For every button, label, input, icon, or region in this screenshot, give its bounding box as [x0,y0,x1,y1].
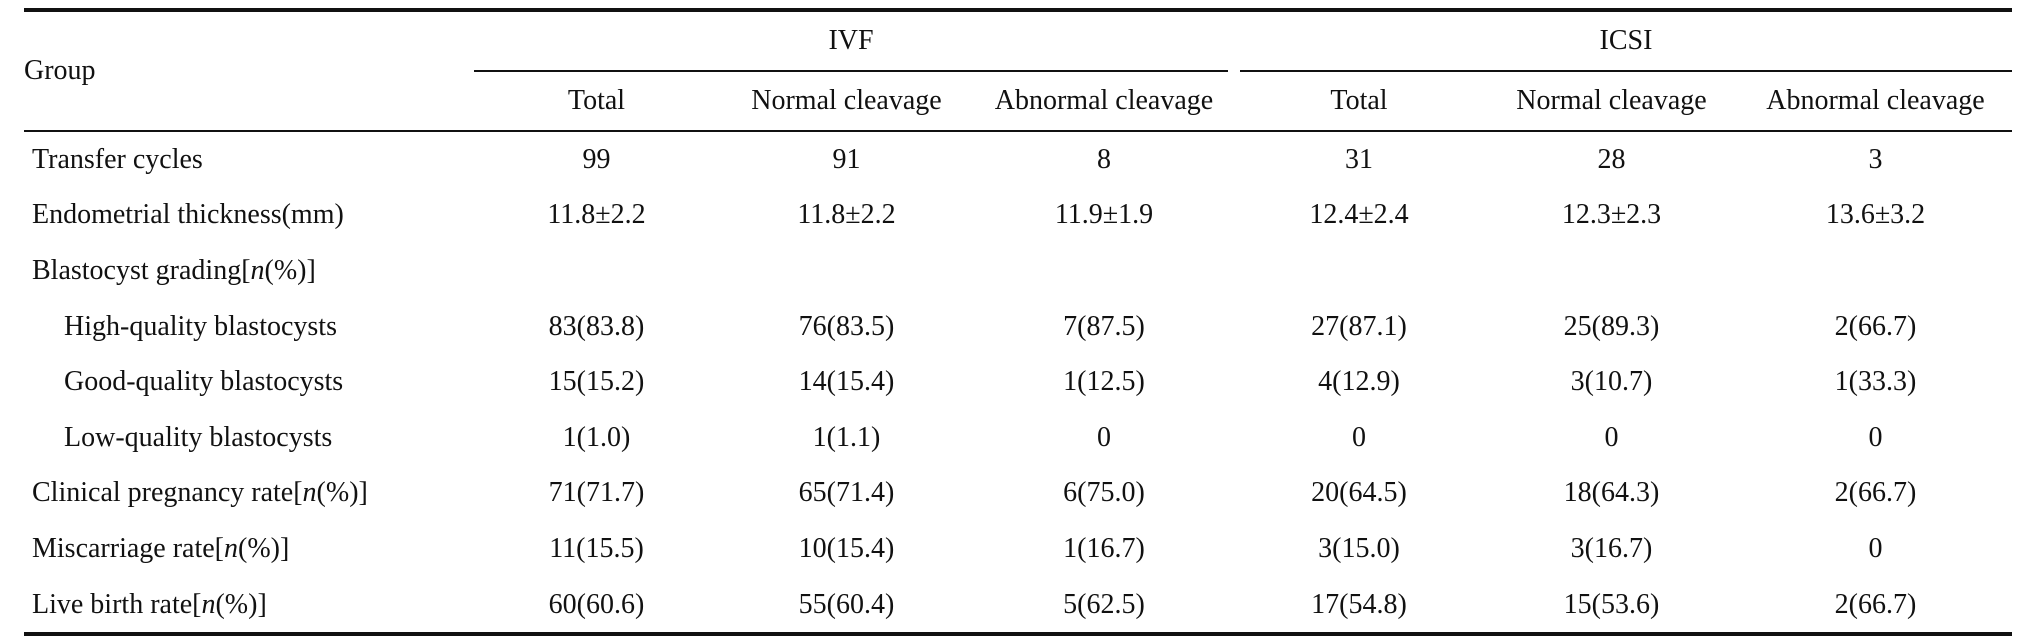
col-header-icsi-total: Total [1234,71,1484,132]
cell: 31 [1345,143,1373,175]
cell: 10(15.4) [798,532,895,564]
cell: 27(87.1) [1311,310,1407,342]
row-label-text: (%)] [316,477,368,509]
row-label: Transfer cycles [32,143,203,175]
cell: 99 [582,143,611,175]
col-header-ivf-total: Total [474,71,719,132]
row-label-text: (%)] [238,532,290,564]
row-label-text: Blastocyst grading[ [32,254,251,286]
col-header-icsi-abnormal: Abnormal cleavage [1739,71,2012,132]
row-label-n: n [224,532,238,564]
row-label-n: n [201,588,216,620]
results-table: Group IVF ICSI Total Normal cleavage Abn… [24,8,2012,636]
row-label-n: n [302,477,317,509]
col-header-ivf-normal: Normal cleavage [719,71,974,132]
cell [1234,243,1484,299]
cell: 3(15.0) [1318,532,1400,564]
cell: 7(87.5) [1063,310,1145,342]
cell: 25(89.3) [1563,310,1660,342]
cell: 2(66.7) [1739,576,2012,636]
cell: 0 [1097,421,1111,453]
cell: 11.9±1.9 [1054,199,1154,231]
cell: 60(60.6) [474,576,719,636]
cell: 76(83.5) [798,310,895,342]
row-label: Blastocyst grading[n(%)] [24,243,474,299]
table-row: High-quality blastocysts 83(83.8) 76(83.… [24,299,2012,355]
cell: 3(16.7) [1570,532,1653,564]
row-label: Good-quality blastocysts [64,366,344,398]
header-row-groups: Group IVF ICSI [24,12,2012,132]
table-row: Clinical pregnancy rate[n(%)] 71(71.7) 6… [24,466,2012,522]
cell: 12.3±2.3 [1561,199,1662,231]
cell: 13.6±3.2 [1825,199,1926,231]
row-label: Miscarriage rate[n(%)] [24,521,474,577]
row-label-text: Clinical pregnancy rate[ [32,477,303,509]
row-label: Clinical pregnancy rate[n(%)] [24,466,474,522]
cell: 11.8±2.2 [547,199,646,231]
col-header-icsi-normal: Normal cleavage [1484,71,1739,132]
cell: 12.4±2.4 [1309,199,1409,231]
cell: 1(1.0) [562,421,631,453]
row-label-text: Live birth rate[ [32,588,202,620]
cell: 0 [1868,421,1883,453]
cell: 1(16.7) [1063,532,1145,564]
row-label-text: (%)] [264,254,316,286]
cell: 4(12.9) [1318,366,1400,398]
cell: 15(53.6) [1484,576,1739,636]
cell: 0 [1868,532,1883,564]
header-row-subgroups: Total Normal cleavage Abnormal cleavage … [24,71,2012,132]
cell [1739,243,2012,299]
cell: 65(71.4) [798,477,895,509]
cell: 3 [1868,143,1883,175]
cell [974,243,1234,299]
table-row: Blastocyst grading[n(%)] [24,243,2012,299]
row-label-n: n [250,254,265,286]
cell [474,243,719,299]
row-label: Live birth rate[n(%)] [24,576,474,636]
cell: 17(54.8) [1234,576,1484,636]
cell: 28 [1597,143,1626,175]
table-row: Good-quality blastocysts 15(15.2) 14(15.… [24,354,2012,410]
cell: 14(15.4) [798,366,895,398]
table-row: Live birth rate[n(%)] 60(60.6) 55(60.4) … [24,576,2012,636]
cell [719,243,974,299]
cell: 6(75.0) [1063,477,1145,509]
row-label: Endometrial thickness(mm) [32,199,344,231]
table-row: Miscarriage rate[n(%)] 11(15.5) 10(15.4)… [24,521,2012,577]
cell: 15(15.2) [548,366,645,398]
cell: 55(60.4) [719,576,974,636]
cell: 11.8±2.2 [797,199,896,231]
cell: 20(64.5) [1311,477,1407,509]
cell: 5(62.5) [974,576,1234,636]
table-row: Low-quality blastocysts 1(1.0) 1(1.1) 0 … [24,410,2012,466]
table-row: Endometrial thickness(mm) 11.8±2.2 11.8±… [24,188,2012,244]
ivf-header: IVF [474,12,1240,72]
cell: 1(33.3) [1834,366,1917,398]
col-header-ivf-abnormal: Abnormal cleavage [974,71,1234,132]
cell: 2(66.7) [1834,477,1917,509]
cell: 71(71.7) [548,477,645,509]
cell: 11(15.5) [549,532,644,564]
cell: 2(66.7) [1834,310,1917,342]
row-label-text: (%)] [215,588,267,620]
cell: 91 [832,143,861,175]
table-row: Transfer cycles 99 91 8 31 28 3 [24,131,2012,188]
cell: 1(1.1) [812,421,881,453]
group-header: Group [24,12,474,132]
cell [1484,243,1739,299]
cell: 0 [1352,421,1366,453]
cell: 18(64.3) [1563,477,1660,509]
row-label: High-quality blastocysts [64,310,337,342]
cell: 83(83.8) [548,310,645,342]
icsi-header: ICSI [1234,12,2012,72]
row-label: Low-quality blastocysts [64,421,333,453]
row-label-text: Miscarriage rate[ [32,532,224,564]
cell: 1(12.5) [1063,366,1145,398]
cell: 0 [1604,421,1619,453]
cell: 3(10.7) [1570,366,1653,398]
cell: 8 [1097,143,1111,175]
